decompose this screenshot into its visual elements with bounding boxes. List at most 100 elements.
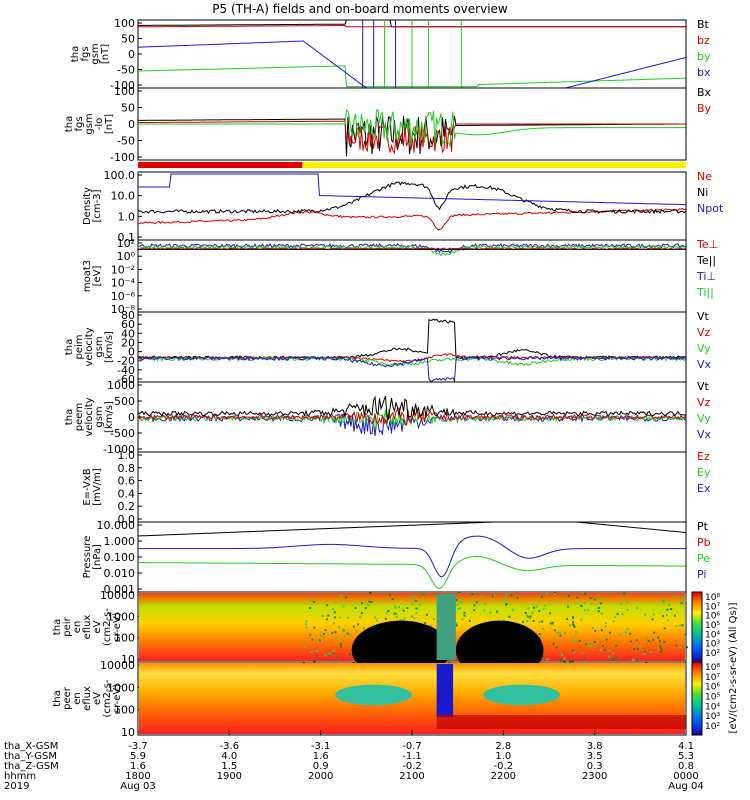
legend-temp-0: Te⊥ bbox=[696, 238, 718, 251]
footer-value: -3.7 bbox=[128, 741, 148, 752]
footer-value: 2200 bbox=[491, 771, 516, 782]
colorbar-strip bbox=[691, 591, 703, 663]
spectrogram-noise bbox=[391, 597, 394, 600]
y-tick-label: -60 bbox=[117, 373, 135, 386]
spectrogram-noise bbox=[660, 650, 663, 653]
spectrogram-noise bbox=[332, 650, 335, 653]
legend-peem-1: Vz bbox=[697, 396, 711, 409]
spectrogram-noise bbox=[578, 640, 581, 643]
spectrogram-noise bbox=[561, 653, 564, 656]
footer-value: 1800 bbox=[125, 771, 150, 782]
spectrogram-noise bbox=[403, 617, 406, 620]
spectrogram-noise bbox=[603, 649, 606, 652]
colorbar-tick: 10³ bbox=[705, 712, 720, 722]
spectrogram-noise bbox=[615, 656, 618, 659]
legend-fgs-2: by bbox=[697, 50, 711, 63]
y-tick-label: 1000 bbox=[107, 681, 135, 694]
spectrogram-noise bbox=[359, 616, 362, 619]
spectrogram-noise bbox=[563, 657, 566, 660]
spectrogram-noise bbox=[650, 651, 653, 654]
spectrogram-noise bbox=[644, 613, 647, 616]
spectrogram-noise bbox=[455, 624, 458, 627]
plot-title: P5 (TH-A) fields and on-board moments ov… bbox=[212, 2, 508, 16]
y-tick-label: 10000 bbox=[100, 659, 135, 672]
spectrogram-noise bbox=[415, 612, 418, 615]
spectrogram-noise bbox=[575, 630, 578, 633]
y-axis-label-line: Pressure bbox=[82, 536, 93, 579]
spectrogram-noise bbox=[324, 629, 327, 632]
footer-value: 2300 bbox=[582, 771, 607, 782]
spectrogram-noise bbox=[571, 621, 574, 624]
panels-group: 100500-50-100thafgsgsm[nT]Btbzbybx100500… bbox=[52, 17, 724, 739]
spectrogram-noise bbox=[455, 622, 458, 625]
spectrogram-noise bbox=[418, 603, 421, 606]
spectrogram-noise bbox=[633, 648, 636, 651]
y-tick-label: 0 bbox=[128, 346, 135, 359]
spectrogram-noise bbox=[553, 592, 556, 595]
spectrogram-noise bbox=[333, 611, 336, 614]
y-tick-label: 1000 bbox=[107, 610, 135, 623]
panel-peer: 10000 1000 100 10 thapeerenefluxeV(cm2-s-sr-… bbox=[52, 659, 687, 739]
footer-value: 2.8 bbox=[495, 741, 511, 752]
spectrogram-noise bbox=[645, 637, 648, 640]
footer-value: 3.8 bbox=[587, 741, 603, 752]
spectrogram-noise bbox=[473, 609, 476, 612]
spectrogram-noise bbox=[540, 595, 543, 598]
spectrogram-noise bbox=[647, 640, 650, 643]
legend-pressure-3: Pi bbox=[697, 568, 706, 581]
series-Vx bbox=[137, 355, 686, 383]
legend-peim-1: Vz bbox=[697, 326, 711, 339]
spectrogram-noise bbox=[567, 594, 570, 597]
y-tick-label: 10000 bbox=[100, 589, 135, 602]
spectrogram-noise bbox=[580, 604, 583, 607]
spectrogram-noise bbox=[680, 602, 683, 605]
footer-value: 2100 bbox=[399, 771, 424, 782]
spectrogram-noise bbox=[502, 598, 505, 601]
spectrogram-noise bbox=[531, 612, 534, 615]
y-tick-label: -40 bbox=[117, 364, 135, 377]
y-tick-label: 0.2 bbox=[118, 500, 136, 513]
spectrogram-noise bbox=[429, 624, 432, 627]
spectrogram-noise bbox=[384, 617, 387, 620]
spectrogram-noise bbox=[584, 592, 587, 595]
spectrogram-noise bbox=[414, 599, 417, 602]
spectrogram-noise bbox=[623, 592, 626, 595]
legend-density-2: Npot bbox=[697, 202, 724, 215]
spectrogram-noise bbox=[342, 605, 345, 608]
spectrogram-noise bbox=[673, 596, 676, 599]
spectrogram-noise bbox=[305, 626, 308, 629]
spectrogram-noise bbox=[663, 601, 666, 604]
y-tick-label: 100.0 bbox=[104, 169, 136, 182]
spectrogram-noise bbox=[516, 597, 519, 600]
spectrogram-noise bbox=[318, 639, 321, 642]
spectrogram-noise bbox=[592, 627, 595, 630]
panel-pressure: 10.0001.0000.1000.0100.001Pressure[nPa]P… bbox=[82, 519, 711, 596]
y-tick-label: 0.8 bbox=[118, 462, 136, 475]
colorbar-tick: 10⁵ bbox=[705, 693, 720, 703]
spectrogram-noise bbox=[410, 615, 413, 618]
spectrogram-noise bbox=[543, 604, 546, 607]
spectrogram-noise bbox=[475, 601, 478, 604]
spectrogram-noise bbox=[558, 631, 561, 634]
footer-value: 5.3 bbox=[678, 751, 694, 762]
y-axis-label-line: Density bbox=[82, 187, 93, 225]
spectrogram-noise bbox=[342, 629, 345, 632]
y-axis-label-line: [km/s] bbox=[104, 401, 115, 433]
series-Pt bbox=[137, 521, 686, 537]
panel-peir: 10000 1000 100 10 thapeirenefluxeV(cm2-s-sr-… bbox=[52, 589, 688, 680]
spectrogram-noise bbox=[483, 602, 486, 605]
legend-temp-2: Ti⊥ bbox=[696, 270, 716, 283]
legend-peim-3: Vx bbox=[697, 358, 712, 371]
spectrogram-noise bbox=[681, 642, 684, 645]
spectrogram-noise bbox=[309, 633, 312, 636]
colorbar-tick: 10⁶ bbox=[705, 683, 720, 693]
y-axis-label-line: [nT] bbox=[100, 44, 111, 64]
spectrogram-noise bbox=[545, 593, 548, 596]
spectrogram-noise bbox=[343, 635, 346, 638]
spectrogram-noise bbox=[323, 639, 326, 642]
spectrogram-noise bbox=[621, 613, 624, 616]
spectrogram-noise bbox=[336, 656, 339, 659]
legend-pressure-1: Pb bbox=[697, 536, 711, 549]
spectrogram-noise bbox=[362, 627, 365, 630]
spectrogram-noise bbox=[364, 607, 367, 610]
